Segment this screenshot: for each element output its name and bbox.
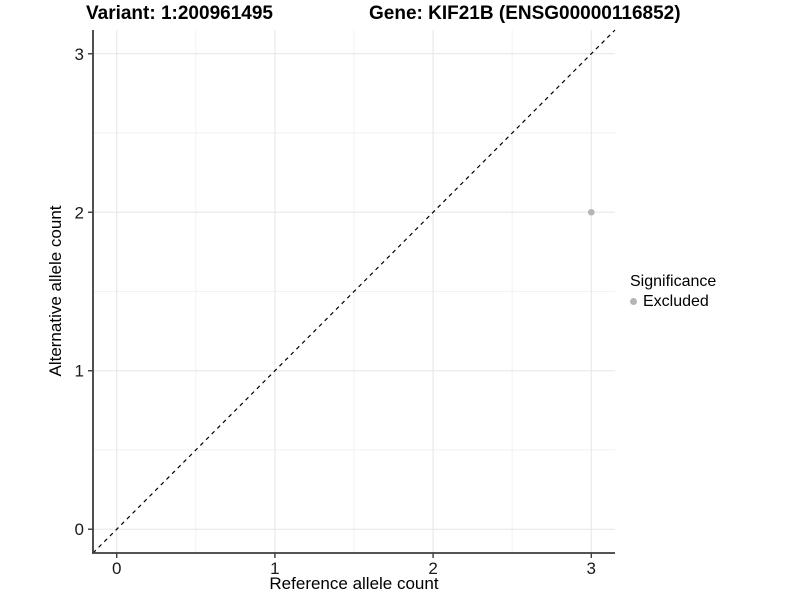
- x-axis-title: Reference allele count: [269, 574, 439, 593]
- y-tick-label: 2: [75, 203, 84, 222]
- y-tick-label: 0: [75, 520, 84, 539]
- variant-title: Variant: 1:200961495: [86, 3, 273, 24]
- legend-item-label: Excluded: [643, 293, 709, 310]
- x-tick-label: 0: [112, 559, 121, 578]
- legend-item-excluded: Excluded: [630, 292, 716, 311]
- legend-key-dot-icon: [630, 298, 637, 305]
- legend-title: Significance: [630, 273, 717, 290]
- x-tick-label: 2: [428, 559, 437, 578]
- y-tick-label: 1: [75, 362, 84, 381]
- x-tick-label: 1: [270, 559, 279, 578]
- gene-title: Gene: KIF21B (ENSG00000116852): [369, 3, 681, 24]
- y-axis-title: Alternative allele count: [46, 205, 65, 377]
- legend: Significance Excluded: [630, 272, 716, 311]
- y-tick-label: 3: [75, 45, 84, 64]
- x-tick-label: 3: [587, 559, 596, 578]
- data-point-excluded: [587, 208, 595, 216]
- identity-line: [92, 29, 616, 554]
